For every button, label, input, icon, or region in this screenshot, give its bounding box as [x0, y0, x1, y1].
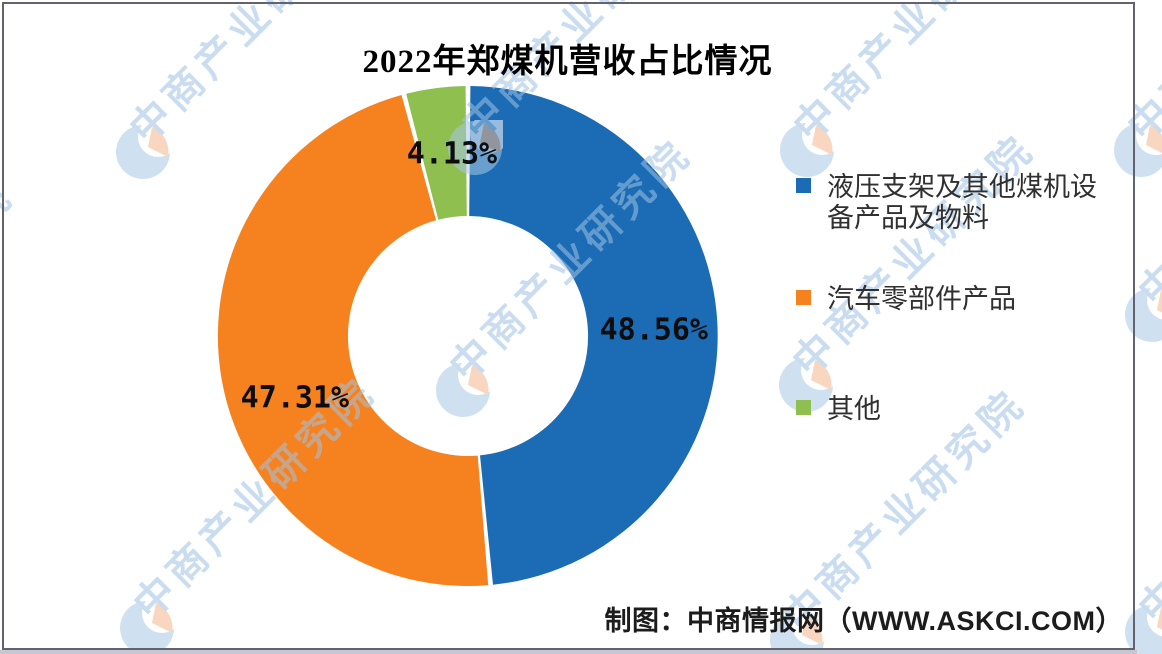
legend-marker-icon: [796, 178, 811, 193]
chart-title: 2022年郑煤机营收占比情况: [362, 44, 773, 80]
legend-marker-icon: [796, 400, 811, 415]
legend-label: 汽车零部件产品: [827, 284, 1016, 314]
legend-item-2: 其他: [796, 394, 1097, 425]
donut-slice-2: [406, 86, 467, 220]
legend-marker-icon: [796, 290, 811, 305]
bottom-strip: [0, 650, 1137, 654]
legend-label: 其他: [827, 394, 881, 424]
legend-item-1: 汽车零部件产品: [796, 284, 1097, 315]
legend-item-0: 液压支架及其他煤机设备产品及物料: [796, 172, 1097, 234]
donut-slice-1: [217, 95, 489, 587]
attribution-text: 制图：中商情报网（WWW.ASKCI.COM）: [604, 606, 1123, 636]
legend-label: 液压支架及其他煤机设备产品及物料: [827, 172, 1097, 233]
donut-slice-0: [469, 86, 718, 585]
